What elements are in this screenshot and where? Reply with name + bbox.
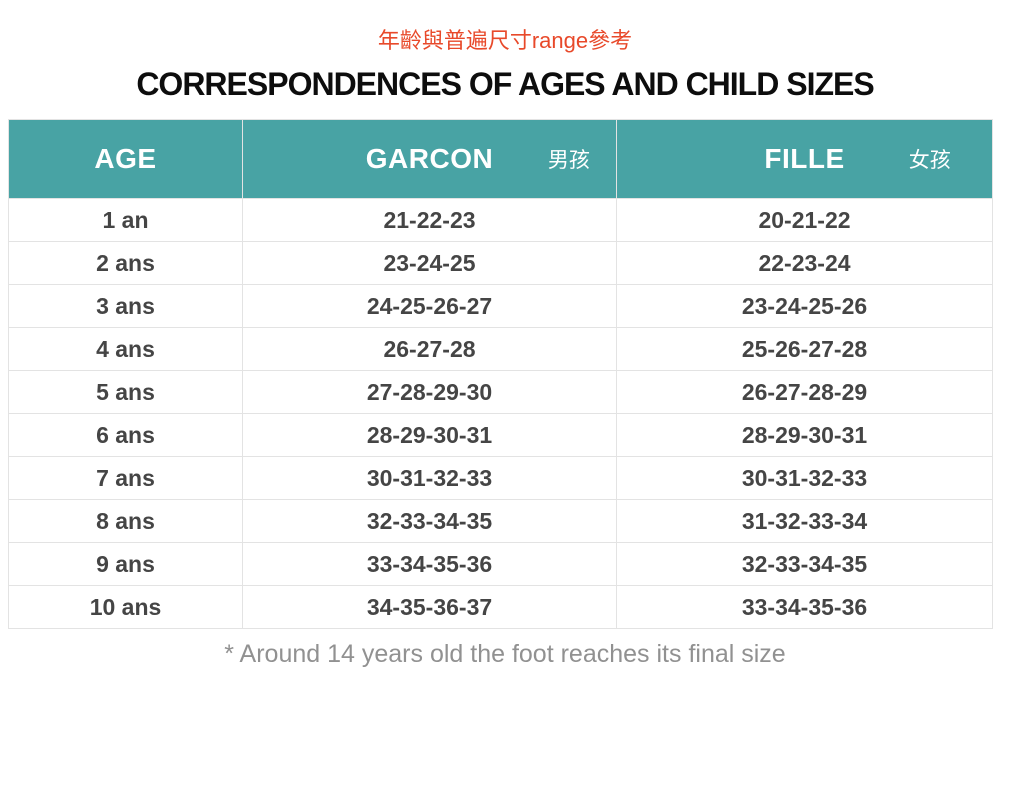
garcon-cell: 30-31-32-33 xyxy=(242,456,617,500)
table-body: 1 an 21-22-23 20-21-22 2 ans 23-24-25 22-23-2… xyxy=(8,198,993,629)
garcon-cell: 23-24-25 xyxy=(242,241,617,285)
fille-cell: 26-27-28-29 xyxy=(616,370,993,414)
page-subtitle-chinese: 年齡與普遍尺寸range參考 xyxy=(377,28,633,53)
header-cell-fille: FILLE 女孩 xyxy=(616,119,993,199)
age-cell: 7 ans xyxy=(8,456,243,500)
table-row: 9 ans 33-34-35-36 32-33-34-35 xyxy=(8,542,993,586)
age-cell: 1 an xyxy=(8,198,243,242)
page-title: CORRESPONDENCES OF AGES AND CHILD SIZES xyxy=(136,66,874,102)
age-cell: 6 ans xyxy=(8,413,243,457)
age-cell: 3 ans xyxy=(8,284,243,328)
fille-cell: 22-23-24 xyxy=(616,241,993,285)
table-row: 7 ans 30-31-32-33 30-31-32-33 xyxy=(8,456,993,500)
garcon-cell: 21-22-23 xyxy=(242,198,617,242)
garcon-cell: 24-25-26-27 xyxy=(242,284,617,328)
table-header: AGE GARCON 男孩 FILLE 女孩 xyxy=(8,119,993,199)
age-cell: 10 ans xyxy=(8,585,243,629)
garcon-cell: 32-33-34-35 xyxy=(242,499,617,543)
age-cell: 8 ans xyxy=(8,499,243,543)
garcon-cell: 33-34-35-36 xyxy=(242,542,617,586)
header-cell-garcon: GARCON 男孩 xyxy=(242,119,617,199)
age-cell: 2 ans xyxy=(8,241,243,285)
size-table: AGE GARCON 男孩 FILLE 女孩 1 an 21-22-23 20-21… xyxy=(8,119,993,629)
footnote: * Around 14 years old the foot reaches i… xyxy=(224,640,786,668)
table-row: 3 ans 24-25-26-27 23-24-25-26 xyxy=(8,284,993,328)
garcon-cell: 28-29-30-31 xyxy=(242,413,617,457)
header-label-fille-chinese: 女孩 xyxy=(908,149,951,172)
fille-cell: 30-31-32-33 xyxy=(616,456,993,500)
table-row: 2 ans 23-24-25 22-23-24 xyxy=(8,241,993,285)
age-cell: 4 ans xyxy=(8,327,243,371)
table-row: 8 ans 32-33-34-35 31-32-33-34 xyxy=(8,499,993,543)
garcon-cell: 34-35-36-37 xyxy=(242,585,617,629)
header-label-fille: FILLE xyxy=(764,143,845,174)
age-cell: 9 ans xyxy=(8,542,243,586)
header-cell-age: AGE xyxy=(8,119,243,199)
fille-cell: 20-21-22 xyxy=(616,198,993,242)
fille-cell: 23-24-25-26 xyxy=(616,284,993,328)
fille-cell: 32-33-34-35 xyxy=(616,542,993,586)
table-row: 5 ans 27-28-29-30 26-27-28-29 xyxy=(8,370,993,414)
fille-cell: 28-29-30-31 xyxy=(616,413,993,457)
fille-cell: 31-32-33-34 xyxy=(616,499,993,543)
garcon-cell: 27-28-29-30 xyxy=(242,370,617,414)
fille-cell: 25-26-27-28 xyxy=(616,327,993,371)
header-label-age: AGE xyxy=(94,143,157,174)
header-label-garcon: GARCON xyxy=(365,143,494,174)
table-row: 6 ans 28-29-30-31 28-29-30-31 xyxy=(8,413,993,457)
age-cell: 5 ans xyxy=(8,370,243,414)
header-label-garcon-chinese: 男孩 xyxy=(547,149,590,172)
table-row: 1 an 21-22-23 20-21-22 xyxy=(8,198,993,242)
fille-cell: 33-34-35-36 xyxy=(616,585,993,629)
table-row: 10 ans 34-35-36-37 33-34-35-36 xyxy=(8,585,993,629)
table-row: 4 ans 26-27-28 25-26-27-28 xyxy=(8,327,993,371)
header-row: AGE GARCON 男孩 FILLE 女孩 xyxy=(8,119,993,199)
garcon-cell: 26-27-28 xyxy=(242,327,617,371)
